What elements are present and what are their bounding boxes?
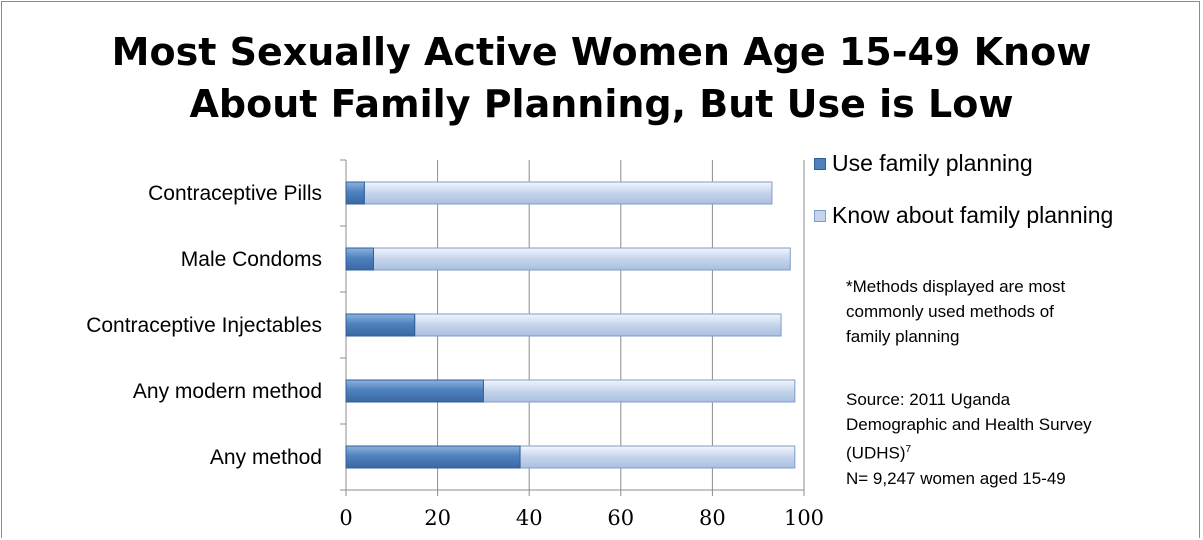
category-label-contraceptive-injectables: Contraceptive Injectables <box>86 314 322 337</box>
source-udhs: (UDHS) <box>846 444 906 463</box>
category-label-male-condoms: Male Condoms <box>181 248 322 271</box>
category-label-contraceptive-pills: Contraceptive Pills <box>148 182 322 205</box>
bar-know-contraceptive-injectables <box>415 314 781 336</box>
x-tick-label-60: 60 <box>607 506 634 530</box>
source-line-3: (UDHS)7 <box>846 437 1196 466</box>
source-ref: 7 <box>906 444 912 455</box>
x-tick-label-100: 100 <box>784 506 824 530</box>
bar-use-contraceptive-pills <box>346 182 364 204</box>
bar-use-male-condoms <box>346 248 373 270</box>
bar-use-contraceptive-injectables <box>346 314 415 336</box>
bar-use-any-method <box>346 446 520 468</box>
x-tick-label-20: 20 <box>424 506 451 530</box>
methods-note: *Methods displayed are most commonly use… <box>846 274 1196 349</box>
bar-use-any-modern-method <box>346 380 483 402</box>
bar-know-contraceptive-pills <box>364 182 772 204</box>
legend-label-use: Use family planning <box>832 150 1033 177</box>
legend-swatch-know <box>814 210 826 222</box>
category-label-any-modern-method: Any modern method <box>133 380 322 403</box>
methods-note-line-1: *Methods displayed are most <box>846 274 1196 299</box>
legend-item-use: Use family planning <box>814 150 1033 177</box>
legend-label-know: Know about family planning <box>832 202 1113 229</box>
source-note: Source: 2011 Uganda Demographic and Heal… <box>846 387 1196 491</box>
category-label-any-method: Any method <box>210 446 322 469</box>
x-tick-label-40: 40 <box>516 506 543 530</box>
legend-swatch-use <box>814 158 826 170</box>
methods-note-line-2: commonly used methods of <box>846 299 1196 324</box>
bar-know-any-modern-method <box>483 380 794 402</box>
legend-item-know: Know about family planning <box>814 202 1113 229</box>
methods-note-line-3: family planning <box>846 324 1196 349</box>
source-line-1: Source: 2011 Uganda <box>846 387 1196 412</box>
sample-size: N= 9,247 women aged 15-49 <box>846 466 1196 491</box>
x-tick-label-80: 80 <box>699 506 726 530</box>
source-line-2: Demographic and Health Survey <box>846 412 1196 437</box>
bar-know-any-method <box>520 446 795 468</box>
x-tick-label-0: 0 <box>339 506 352 530</box>
bar-know-male-condoms <box>373 248 790 270</box>
